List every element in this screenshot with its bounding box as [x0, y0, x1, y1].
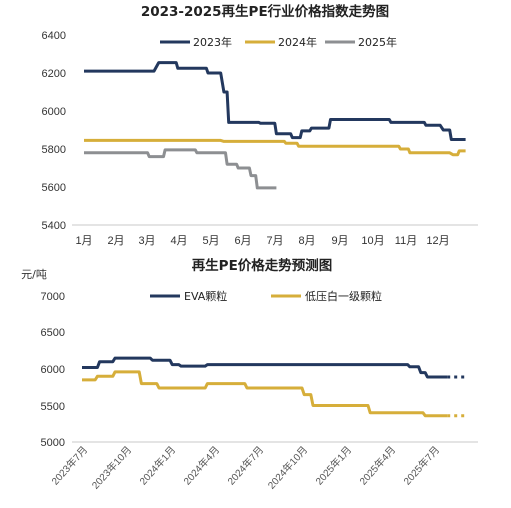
- chart1-ytick-5800: 5800: [42, 144, 66, 156]
- chart2-ytick-7000: 7000: [41, 291, 65, 303]
- chart2-y-axis: 7000 6500 6000 5500 5000: [41, 291, 65, 449]
- chart1-xtick-5: 5月: [202, 235, 219, 247]
- chart1-xtick-7: 7月: [266, 235, 283, 247]
- chart1-xtick-1: 1月: [75, 235, 92, 247]
- chart2-series-2-line: [82, 370, 448, 418]
- chart1-legend-2025: 2025年: [358, 35, 397, 49]
- chart2-unit-label: 元/吨: [21, 268, 47, 281]
- chart2-xtick-2025-04: 2025年4月: [357, 443, 399, 487]
- chart1-ytick-6400: 6400: [42, 30, 66, 42]
- chart2-x-axis: 2023年7月 2023年10月 2024年1月 2024年4月 2024年7月…: [49, 443, 443, 491]
- chart2-xtick-2023-07: 2023年7月: [49, 443, 91, 487]
- chart1-xtick-2: 2月: [107, 235, 124, 247]
- chart2-legend-eva: EVA颗粒: [184, 289, 227, 303]
- chart1-xtick-9: 9月: [331, 235, 348, 247]
- chart1-xtick-6: 6月: [234, 235, 251, 247]
- chart1-ytick-6000: 6000: [42, 106, 66, 118]
- chart2-ytick-6000: 6000: [41, 364, 65, 376]
- chart1-xtick-12: 12月: [426, 235, 449, 247]
- chart1-xtick-10: 10月: [361, 235, 384, 247]
- chart1-title: 2023-2025再生PE行业价格指数走势图: [141, 3, 389, 20]
- chart2-xtick-2025-07: 2025年7月: [401, 443, 443, 487]
- chart1-legend: 2023年 2024年 2025年: [160, 35, 397, 49]
- chart2-xtick-2024-10: 2024年10月: [265, 443, 310, 491]
- chart2-xtick-2024-01: 2024年1月: [137, 443, 179, 487]
- chart1-xtick-4: 4月: [170, 235, 187, 247]
- chart2-xtick-2024-07: 2024年7月: [225, 443, 267, 487]
- chart2-ytick-5000: 5000: [41, 437, 65, 449]
- chart2-ytick-6500: 6500: [41, 327, 65, 339]
- chart1-ytick-6200: 6200: [42, 68, 66, 80]
- chart1-legend-2024: 2024年: [278, 35, 317, 49]
- chart1-xtick-3: 3月: [138, 235, 155, 247]
- chart1-plot-area: [84, 61, 466, 190]
- chart2-xtick-2025-01: 2025年1月: [313, 443, 355, 487]
- chart2-xtick-2024-04: 2024年4月: [181, 443, 223, 487]
- chart2-xtick-2023-10: 2023年10月: [89, 443, 134, 491]
- chart1-series-2-line: [84, 138, 466, 157]
- chart1-series-3-line: [84, 148, 277, 190]
- chart1-ytick-5400: 5400: [42, 220, 66, 232]
- chart1-xtick-11: 11月: [395, 235, 417, 247]
- chart2-ytick-5500: 5500: [41, 401, 65, 413]
- chart2-legend-hdpe: 低压白一级颗粒: [305, 289, 382, 303]
- chart1-legend-2023: 2023年: [193, 35, 232, 49]
- chart1-x-axis: 1月 2月 3月 4月 5月 6月 7月 8月 9月 10月 11月 12月: [75, 235, 449, 247]
- chart2-plot-area: [82, 356, 465, 418]
- chart2-series-1-line: [82, 356, 448, 379]
- chart1-xtick-8: 8月: [298, 235, 315, 247]
- chart1-y-axis: 6400 6200 6000 5800 5600 5400: [42, 30, 66, 232]
- chart2-title: 再生PE价格走势预测图: [192, 257, 333, 274]
- chart1-ytick-5600: 5600: [42, 182, 66, 194]
- chart1-series-1-line: [84, 61, 466, 141]
- chart2-legend: EVA颗粒 低压白一级颗粒: [150, 289, 382, 303]
